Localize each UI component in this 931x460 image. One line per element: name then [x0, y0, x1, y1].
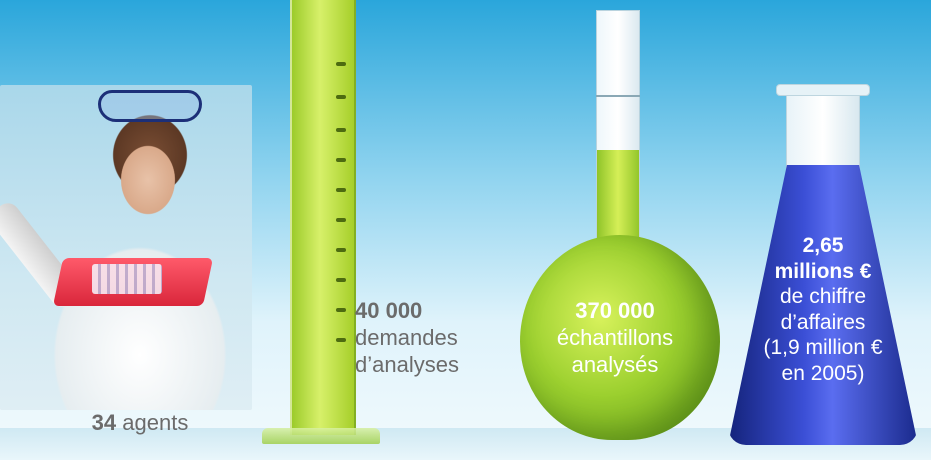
- stat-demandes-value: 40 000: [355, 298, 423, 323]
- stat-agents: 34 agents: [40, 410, 240, 437]
- cylinder-tick: [336, 188, 346, 192]
- safety-goggles-icon: [98, 90, 202, 122]
- cylinder-tick: [336, 308, 346, 312]
- cylinder-tick: [336, 338, 346, 342]
- stat-chiffre-value-2: millions €: [774, 259, 872, 283]
- stat-chiffre-label-4: en 2005): [781, 362, 865, 386]
- cylinder-tick: [336, 158, 346, 162]
- stat-chiffre: 2,65 millions € de chiffre d’affaires (1…: [728, 233, 918, 387]
- stat-echantillons-label-1: échantillons: [556, 324, 674, 350]
- stat-chiffre-label-3: (1,9 million €: [763, 336, 883, 360]
- tray-wells: [92, 264, 162, 294]
- erlenmeyer-rim: [776, 84, 870, 96]
- stat-demandes: 40 000 demandes d’analyses: [355, 298, 515, 378]
- stat-chiffre-value-1: 2,65: [802, 234, 844, 257]
- stat-chiffre-label-2: d’affaires: [780, 310, 866, 334]
- graduated-cylinder-icon: [290, 0, 356, 435]
- volumetric-flask-icon: [520, 235, 720, 440]
- cylinder-tick: [336, 218, 346, 222]
- stat-agents-label: agents: [122, 410, 189, 435]
- stat-demandes-label-2: d’analyses: [355, 351, 459, 377]
- cylinder-tick: [336, 95, 346, 99]
- cylinder-tick: [336, 278, 346, 282]
- stat-echantillons-value: 370 000: [575, 298, 655, 323]
- cylinder-tick: [336, 128, 346, 132]
- stat-echantillons-label-2: analysés: [571, 351, 659, 377]
- erlenmeyer-neck: [786, 88, 860, 170]
- stat-agents-value: 34: [91, 410, 117, 435]
- cylinder-base: [262, 428, 380, 444]
- stat-demandes-label-1: demandes: [355, 324, 458, 350]
- stat-echantillons: 370 000 échantillons analysés: [520, 298, 710, 378]
- flask-calibration-mark: [596, 95, 640, 97]
- cylinder-tick: [336, 62, 346, 66]
- cylinder-tick: [336, 248, 346, 252]
- stat-chiffre-label-1: de chiffre: [780, 285, 866, 309]
